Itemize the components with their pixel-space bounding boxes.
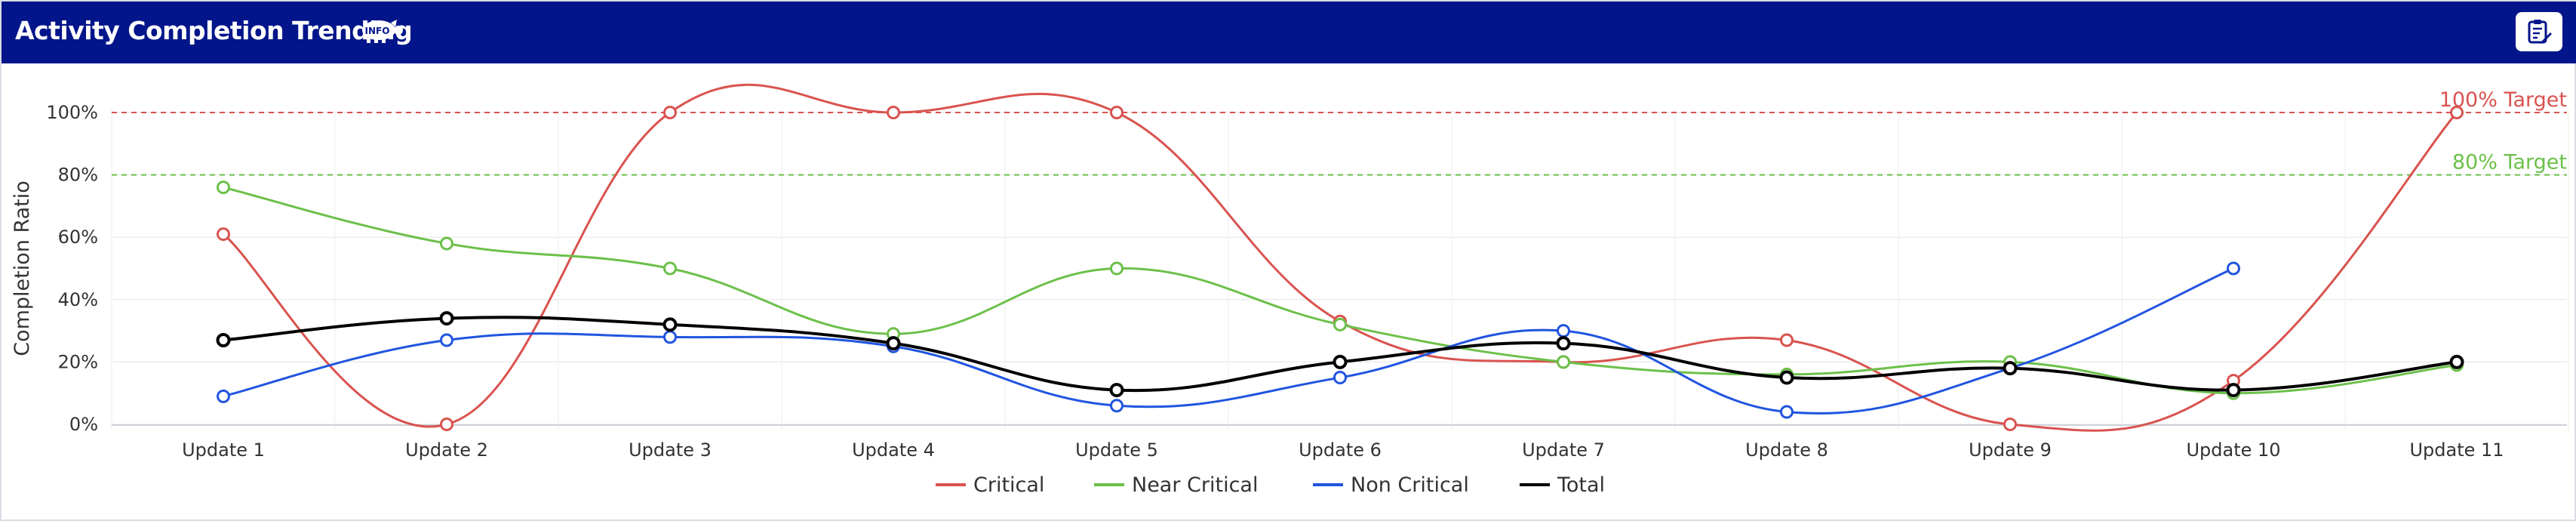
data-point-non-critical bbox=[1110, 399, 1124, 413]
data-point-total bbox=[1779, 370, 1794, 385]
data-point-critical bbox=[440, 418, 453, 431]
data-point-non-critical bbox=[1557, 324, 1570, 338]
target-label: 80% Target bbox=[2452, 151, 2567, 174]
panel-header: Activity Completion Trending INFO bbox=[2, 2, 2576, 63]
data-point-non-critical bbox=[217, 389, 230, 403]
axes: 0% 20% 40% 60% 80% 100% Update 1 Update 2 Update… bbox=[11, 102, 2567, 461]
data-point-near-critical bbox=[1333, 317, 1347, 331]
x-tick-label: Update 4 bbox=[852, 439, 935, 461]
y-tick-label: 60% bbox=[58, 227, 98, 248]
data-point-near-critical bbox=[1110, 261, 1124, 276]
data-point-total bbox=[1333, 354, 1348, 369]
y-axis-title: Completion Ratio bbox=[11, 180, 34, 356]
data-point-total bbox=[2003, 361, 2018, 376]
data-point-non-critical bbox=[663, 330, 677, 344]
legend-item-critical[interactable]: Critical bbox=[936, 473, 1044, 497]
notes-button[interactable] bbox=[2516, 12, 2562, 51]
y-tick-label: 40% bbox=[58, 289, 98, 310]
legend-item-non-critical[interactable]: Non Critical bbox=[1313, 473, 1469, 497]
legend-label: Non Critical bbox=[1351, 473, 1469, 497]
data-point-near-critical bbox=[663, 261, 677, 276]
data-point-near-critical bbox=[217, 180, 230, 195]
data-point-total bbox=[2226, 383, 2241, 398]
x-tick-label: Update 11 bbox=[2409, 439, 2504, 461]
clipboard-edit-icon bbox=[2528, 20, 2552, 44]
legend-label: Critical bbox=[973, 473, 1044, 497]
panel-title: Activity Completion Trending bbox=[15, 16, 413, 45]
legend-label: Total bbox=[1557, 473, 1605, 497]
x-tick-label: Update 5 bbox=[1075, 439, 1158, 461]
data-point-near-critical bbox=[440, 236, 453, 251]
data-point-critical bbox=[2450, 106, 2464, 119]
data-point-total bbox=[216, 332, 231, 347]
x-tick-label: Update 6 bbox=[1299, 439, 1382, 461]
data-point-critical bbox=[1110, 106, 1124, 119]
x-tick-label: Update 8 bbox=[1745, 439, 1828, 461]
data-point-near-critical bbox=[1557, 355, 1570, 369]
data-point-total bbox=[1556, 336, 1571, 351]
data-point-total bbox=[2449, 354, 2464, 369]
data-point-non-critical bbox=[1780, 405, 1794, 419]
series-lines bbox=[216, 83, 2464, 432]
data-point-non-critical bbox=[2227, 261, 2240, 276]
x-tick-label: Update 2 bbox=[405, 439, 488, 461]
legend: Critical Near Critical Non Critical Total bbox=[936, 473, 1605, 497]
x-tick-label: Update 10 bbox=[2186, 439, 2280, 461]
y-tick-label: 0% bbox=[69, 414, 98, 435]
data-point-total bbox=[1109, 383, 1124, 398]
data-point-critical bbox=[2003, 418, 2017, 431]
data-point-total bbox=[886, 336, 901, 351]
series-line-non-critical bbox=[223, 267, 2234, 415]
data-point-total bbox=[439, 311, 454, 326]
data-point-critical bbox=[217, 227, 230, 242]
x-tick-label: Update 3 bbox=[629, 439, 712, 461]
legend-item-total[interactable]: Total bbox=[1520, 473, 1605, 497]
y-tick-label: 20% bbox=[58, 351, 98, 372]
data-point-critical bbox=[887, 106, 900, 119]
data-point-non-critical bbox=[440, 333, 453, 347]
data-point-critical bbox=[1780, 333, 1794, 347]
x-tick-label: Update 7 bbox=[1522, 439, 1605, 461]
y-tick-label: 100% bbox=[46, 102, 98, 123]
info-badge-text: INFO bbox=[365, 26, 390, 36]
y-tick-label: 80% bbox=[58, 165, 98, 186]
data-point-non-critical bbox=[1333, 371, 1347, 385]
legend-item-near-critical[interactable]: Near Critical bbox=[1094, 473, 1258, 497]
series-line-critical bbox=[223, 83, 2458, 432]
data-point-critical bbox=[663, 106, 677, 119]
pig-info-icon[interactable]: INFO bbox=[358, 18, 404, 44]
legend-label: Near Critical bbox=[1132, 473, 1258, 497]
x-tick-label: Update 1 bbox=[182, 439, 265, 461]
data-point-total bbox=[662, 317, 678, 332]
x-tick-label: Update 9 bbox=[1969, 439, 2052, 461]
